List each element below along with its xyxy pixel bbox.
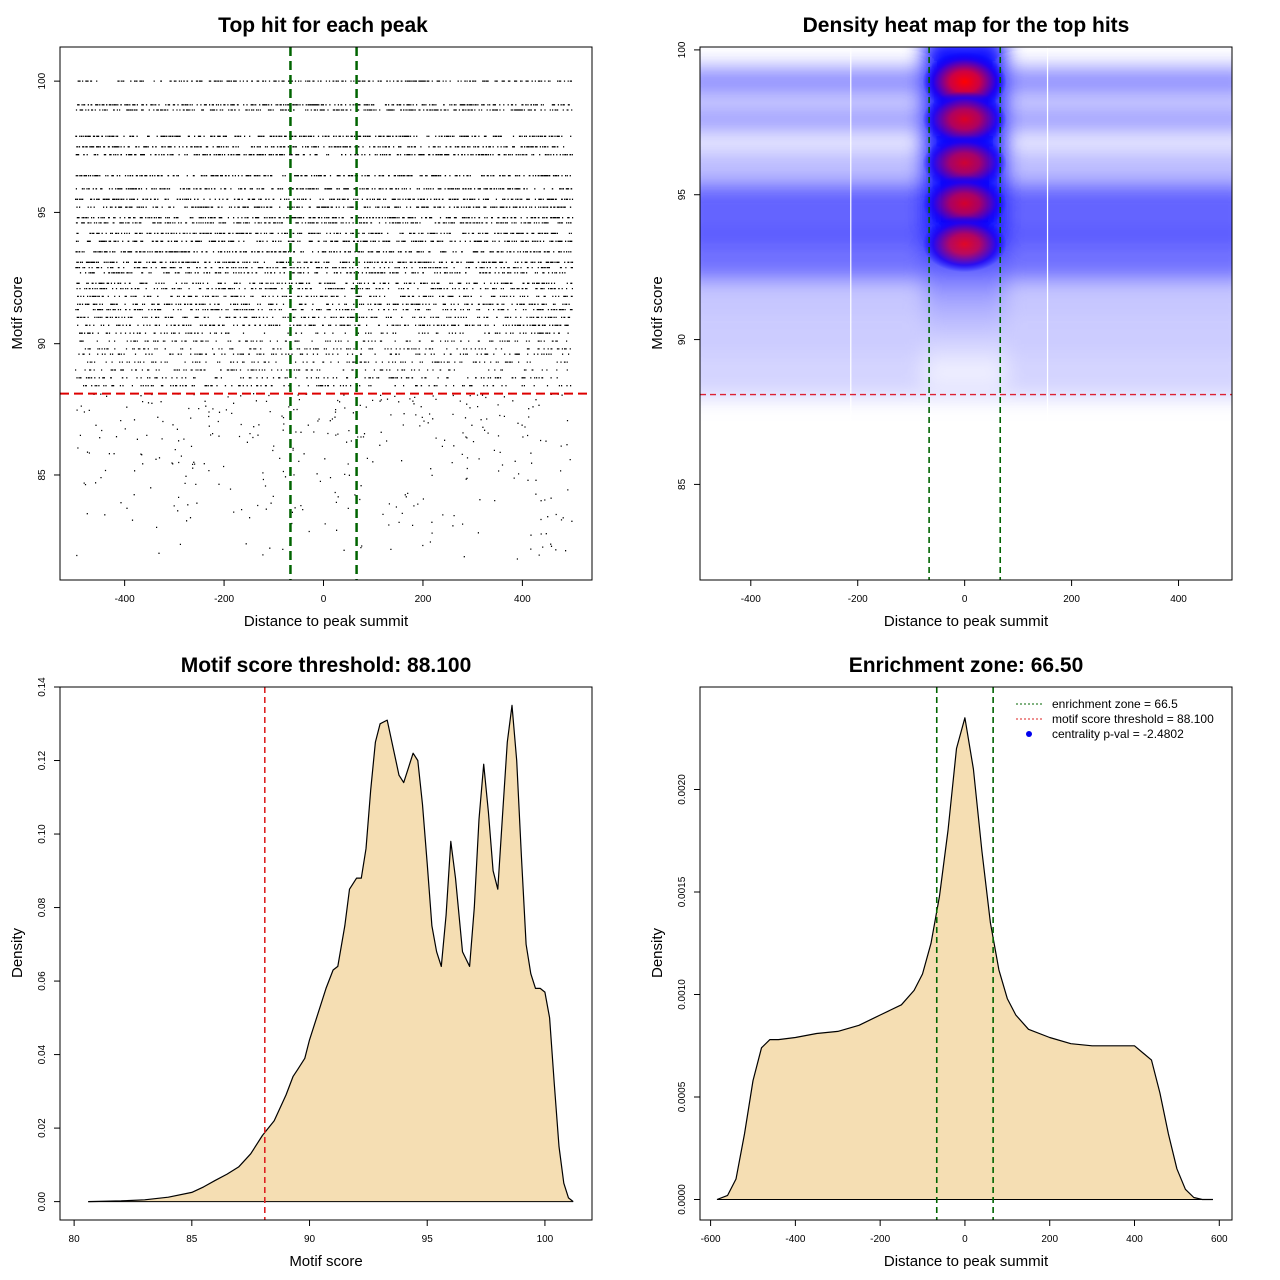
x-tick-label: 95	[422, 1234, 434, 1245]
x-tick-label: 200	[415, 594, 432, 605]
y-tick-label: 0.14	[37, 677, 48, 697]
y-tick-label: 0.0000	[677, 1184, 688, 1215]
axes: -400 -200 0 200 400 85 90 95 100	[677, 41, 1187, 605]
y-tick-label: 100	[37, 72, 48, 89]
scatter-points	[75, 80, 574, 560]
plot-frame	[59, 686, 593, 1221]
chart-title: Density heat map for the top hits	[803, 14, 1130, 37]
y-tick-label: 95	[37, 206, 48, 218]
y-tick-label: 0.02	[37, 1118, 48, 1138]
plot-frame	[699, 686, 1233, 1221]
legend-label-threshold: motif score threshold = 88.100	[1052, 712, 1214, 726]
y-tick-label: 0.08	[37, 897, 48, 917]
legend-label-enrichment: enrichment zone = 66.5	[1052, 697, 1178, 711]
heatmap-image	[700, 47, 1232, 580]
x-tick-label: 200	[1041, 1234, 1058, 1245]
density-hotspot	[922, 215, 1007, 273]
scatter-point-cloud	[75, 80, 574, 560]
x-tick-label: 90	[304, 1234, 316, 1245]
axes: -400 -200 0 200 400 85 90 95 100	[37, 72, 531, 605]
x-axis-label: Distance to peak summit	[884, 1253, 1049, 1270]
y-tick-label: 100	[677, 41, 688, 58]
x-tick-label: 400	[1170, 594, 1187, 605]
density-area	[717, 717, 1213, 1200]
y-axis-label: Density	[9, 927, 26, 978]
density-hotspot	[922, 135, 1007, 191]
axes: -600 -400 -200 0 200 400 600 0.0000 0.0005 0.0010…	[677, 774, 1228, 1245]
x-tick-label: -400	[115, 594, 135, 605]
panel-scatter: Top hit for each peak Distance to peak s…	[9, 14, 593, 630]
x-tick-label: 600	[1211, 1234, 1228, 1245]
chart-title: Motif score threshold: 88.100	[181, 654, 472, 677]
y-tick-label: 85	[677, 478, 688, 490]
plot-frame	[59, 46, 593, 581]
panel-distance-density: Enrichment zone: 66.50 Distance to peak …	[649, 654, 1233, 1270]
axes: 80 85 90 95 100 0.00 0.02 0.04 0.06 0.08 0.10 0.12 0…	[37, 677, 554, 1245]
y-tick-label: 0.0010	[677, 979, 688, 1010]
y-axis-label: Density	[649, 927, 666, 978]
plot-frame	[699, 46, 1233, 581]
x-tick-label: -200	[214, 594, 234, 605]
y-axis-label: Motif score	[9, 276, 26, 349]
y-tick-label: 0.0015	[677, 876, 688, 907]
y-tick-label: 90	[677, 334, 688, 346]
panel-score-density: Motif score threshold: 88.100 Motif scor…	[9, 654, 593, 1270]
y-tick-label: 0.06	[37, 971, 48, 991]
x-tick-label: 85	[186, 1234, 198, 1245]
x-tick-label: 0	[962, 594, 968, 605]
legend-label-pval: centrality p-val = -2.4802	[1052, 727, 1184, 741]
x-tick-label: 0	[962, 1234, 968, 1245]
density-hotspot	[922, 175, 1007, 232]
legend: enrichment zone = 66.5 motif score thres…	[1016, 697, 1214, 741]
x-tick-label: 400	[514, 594, 531, 605]
density-curve	[88, 704, 574, 1203]
y-tick-label: 95	[677, 189, 688, 201]
x-tick-label: -200	[870, 1234, 890, 1245]
x-tick-label: -200	[848, 594, 868, 605]
x-tick-label: 400	[1126, 1234, 1143, 1245]
x-tick-label: -400	[741, 594, 761, 605]
y-tick-label: 0.00	[37, 1191, 48, 1211]
y-tick-label: 0.12	[37, 750, 48, 770]
x-tick-label: 80	[69, 1234, 81, 1245]
density-curve	[716, 717, 1213, 1201]
x-tick-label: -600	[701, 1234, 721, 1245]
panel-heatmap: Density heat map for the top hits Distan…	[649, 14, 1233, 630]
x-tick-label: 100	[537, 1234, 554, 1245]
density-area	[88, 705, 574, 1202]
y-axis-label: Motif score	[649, 276, 666, 349]
density-hotspot	[922, 91, 1007, 148]
x-axis-label: Distance to peak summit	[884, 613, 1049, 630]
x-axis-label: Distance to peak summit	[244, 613, 409, 630]
y-tick-label: 0.04	[37, 1044, 48, 1064]
x-tick-label: 0	[321, 594, 327, 605]
chart-title: Enrichment zone: 66.50	[849, 654, 1084, 677]
x-axis-label: Motif score	[289, 1253, 362, 1270]
y-tick-label: 85	[37, 469, 48, 481]
y-tick-label: 0.0020	[677, 774, 688, 805]
chart-title: Top hit for each peak	[218, 14, 428, 37]
y-tick-label: 90	[37, 338, 48, 350]
legend-swatch-pval	[1026, 731, 1032, 737]
x-tick-label: 200	[1063, 594, 1080, 605]
x-tick-label: -400	[785, 1234, 805, 1245]
y-tick-label: 0.10	[37, 824, 48, 844]
y-tick-label: 0.0005	[677, 1081, 688, 1112]
reference-lines	[60, 47, 592, 580]
